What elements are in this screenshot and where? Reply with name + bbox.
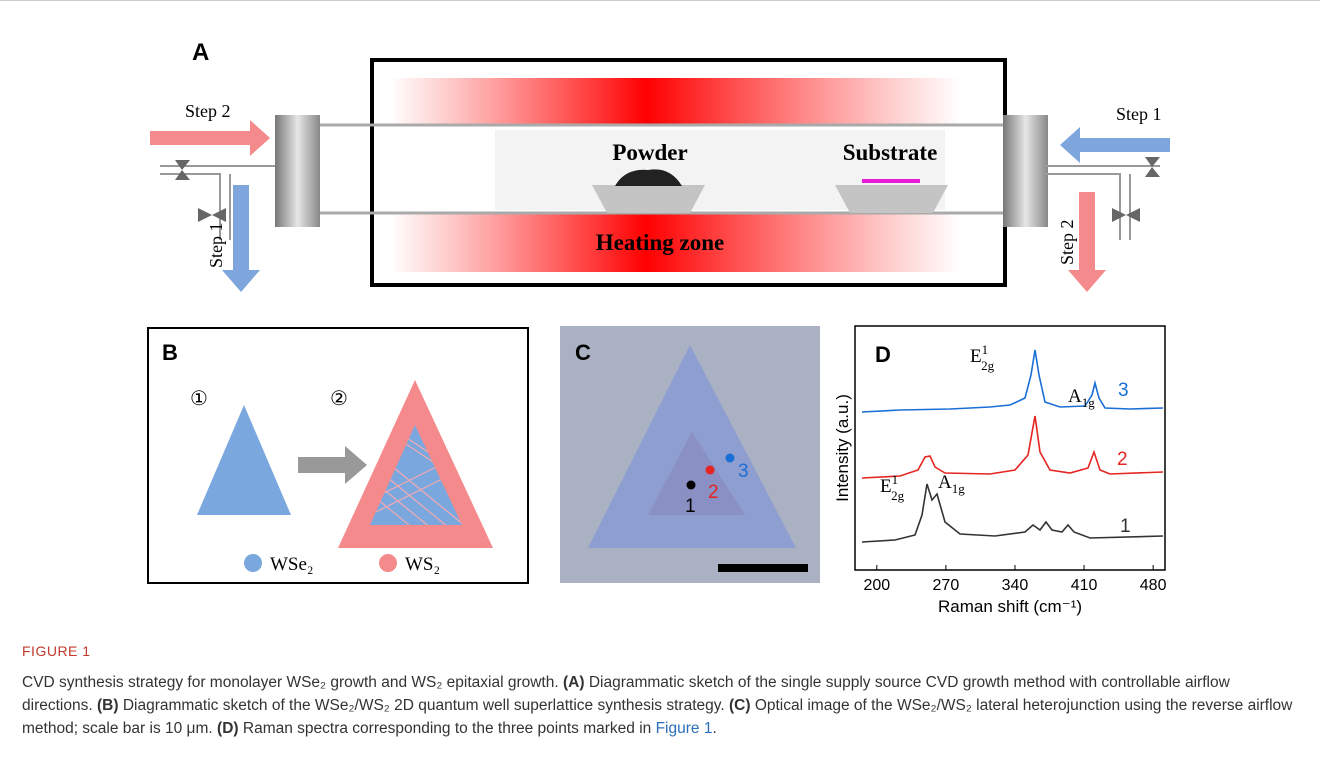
peak-label: A1g: [938, 472, 965, 496]
spectrum-label: 2: [1117, 449, 1128, 470]
caption-label: (B): [97, 697, 119, 714]
panel-label: D: [875, 342, 891, 367]
point-label: 3: [738, 461, 749, 482]
boat: [835, 185, 948, 213]
peak-label: A1g: [1068, 386, 1095, 410]
x-axis-label: Raman shift (cm⁻¹): [938, 597, 1082, 616]
point: [706, 466, 715, 475]
caption-text: Raman spectra corresponding to the three…: [243, 720, 651, 737]
flange: [1003, 115, 1048, 227]
caption-label: (D): [217, 720, 239, 737]
figure-link[interactable]: Figure 1: [656, 720, 713, 737]
caption-label: (A): [563, 674, 585, 691]
legend-swatch: [244, 554, 262, 572]
x-tick-label: 200: [863, 577, 890, 594]
point: [726, 454, 735, 463]
caption-text: Diagrammatic sketch of the WSe₂/WS₂ 2D q…: [123, 697, 725, 714]
boat: [592, 185, 705, 213]
step-label: Step 2: [1057, 219, 1077, 265]
figure-label: FIGURE 1: [22, 640, 1302, 663]
substrate: [862, 179, 920, 183]
panel-label: C: [575, 340, 591, 365]
x-tick-label: 270: [933, 577, 960, 594]
spectrum-label: 3: [1118, 380, 1129, 401]
page: A Step 2 Step 1 Step 1 Step 2 Powder Sub…: [0, 0, 1320, 780]
panel-c: C 1 2 3: [560, 326, 820, 583]
arrow: [222, 185, 260, 292]
step-label: Step 2: [185, 101, 231, 121]
point-label: 1: [685, 496, 696, 517]
panel-label: A: [192, 39, 209, 66]
legend-label: WS₂: [405, 554, 440, 575]
heater: [390, 78, 960, 125]
spectrum: [862, 484, 1163, 542]
x-tick-label: 340: [1002, 577, 1029, 594]
caption: FIGURE 1 CVD synthesis strategy for mono…: [22, 640, 1302, 740]
spectrum-label: 1: [1120, 516, 1131, 537]
legend-label: WSe₂: [270, 554, 314, 575]
caption-text: CVD synthesis strategy for monolayer WSe…: [22, 674, 559, 691]
x-tick-label: 480: [1140, 577, 1167, 594]
caption-text: .: [712, 720, 716, 737]
figure: A Step 2 Step 1 Step 1 Step 2 Powder Sub…: [0, 0, 1320, 625]
x-tick-label: 410: [1071, 577, 1098, 594]
point-label: 2: [708, 482, 719, 503]
step: ①: [190, 388, 208, 410]
label: Powder: [612, 140, 687, 165]
step: ②: [330, 388, 348, 410]
step-label: Step 1: [1116, 104, 1162, 124]
point: [687, 481, 696, 490]
legend-swatch: [379, 554, 397, 572]
panel-a: A Step 2 Step 1 Step 1 Step 2 Powder Sub…: [150, 39, 1170, 292]
y-axis-label: Intensity (a.u.): [833, 394, 852, 502]
flange: [275, 115, 320, 227]
panel-b: B ① ② WSe₂ WS₂: [148, 328, 528, 583]
panel-label: B: [162, 340, 178, 365]
step-label: Step 1: [206, 222, 226, 268]
caption-label: (C): [729, 697, 751, 714]
label: Substrate: [843, 140, 938, 165]
scale-bar: [718, 564, 808, 572]
arrow: [150, 120, 270, 156]
label: Heating zone: [596, 230, 724, 255]
